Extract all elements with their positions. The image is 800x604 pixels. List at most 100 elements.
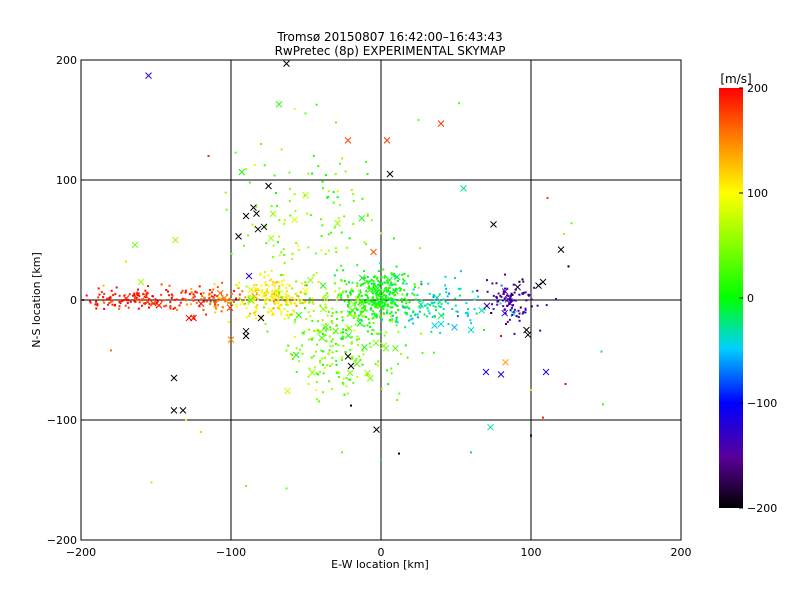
- data-point: [500, 295, 503, 298]
- y-axis-label: N-S location [km]: [30, 252, 43, 348]
- data-point: [301, 331, 304, 334]
- data-point: [404, 305, 407, 308]
- cross-stroke: [523, 326, 530, 334]
- cross-marker: [318, 334, 326, 342]
- data-point: [264, 225, 266, 228]
- data-point: [380, 281, 383, 284]
- data-point: [150, 481, 153, 484]
- cross-stroke: [417, 301, 425, 308]
- data-point: [445, 287, 448, 290]
- cross-stroke: [150, 299, 157, 307]
- data-point: [252, 295, 255, 298]
- data-point: [394, 320, 397, 323]
- data-point: [314, 366, 316, 369]
- data-point: [362, 283, 365, 285]
- data-point: [545, 304, 548, 307]
- data-point: [248, 298, 251, 301]
- data-point: [253, 284, 255, 287]
- data-point: [135, 296, 138, 299]
- data-point: [386, 304, 389, 307]
- data-point: [470, 451, 472, 454]
- data-point: [257, 289, 260, 292]
- data-point: [343, 300, 346, 303]
- data-point: [309, 214, 312, 217]
- data-point: [438, 305, 441, 308]
- data-point: [511, 294, 514, 296]
- data-point: [376, 303, 379, 306]
- data-point: [377, 293, 380, 296]
- data-point: [126, 302, 129, 305]
- data-point: [361, 315, 364, 318]
- data-point: [180, 291, 183, 294]
- data-point: [133, 292, 136, 295]
- cross-stroke: [142, 292, 150, 300]
- y-tick-label: 0: [70, 294, 77, 307]
- data-point: [254, 226, 257, 229]
- data-point: [379, 316, 382, 318]
- data-point: [326, 292, 328, 295]
- cross-stroke: [383, 137, 391, 144]
- cross-marker: [220, 294, 228, 302]
- data-point: [114, 303, 117, 306]
- cross-marker: [374, 285, 382, 292]
- data-point: [136, 294, 139, 296]
- data-point: [338, 287, 341, 290]
- data-point: [275, 281, 278, 283]
- data-point: [457, 287, 460, 290]
- data-point: [276, 204, 278, 207]
- data-point: [325, 288, 328, 291]
- cross-marker: [358, 274, 366, 282]
- data-point: [465, 312, 468, 314]
- data-point: [165, 289, 168, 291]
- data-point: [522, 280, 525, 283]
- data-point: [336, 269, 338, 272]
- data-point: [160, 283, 163, 286]
- cross-stroke: [317, 328, 324, 336]
- data-point: [419, 306, 422, 309]
- cross-marker: [307, 276, 314, 284]
- cross-stroke: [364, 369, 371, 377]
- data-point: [289, 187, 292, 190]
- data-point: [406, 294, 408, 297]
- data-point: [384, 287, 387, 290]
- data-point: [378, 298, 381, 301]
- data-point: [227, 321, 230, 323]
- data-point: [446, 295, 449, 298]
- data-point: [242, 244, 245, 247]
- cross-stroke: [145, 72, 152, 79]
- data-point: [477, 295, 480, 298]
- data-point: [236, 286, 239, 289]
- data-point: [321, 363, 324, 366]
- data-point: [155, 302, 158, 305]
- data-point: [364, 301, 366, 304]
- data-point: [400, 301, 403, 303]
- data-point: [296, 294, 299, 297]
- data-point: [432, 351, 435, 354]
- data-point: [272, 244, 275, 247]
- data-point: [349, 378, 352, 381]
- data-point: [247, 234, 250, 237]
- data-point: [350, 189, 353, 192]
- data-point: [387, 383, 390, 386]
- data-point: [373, 312, 376, 315]
- data-point: [454, 277, 456, 279]
- data-point: [342, 290, 345, 293]
- data-point: [326, 364, 329, 367]
- data-point: [387, 296, 390, 299]
- data-point: [456, 315, 459, 318]
- data-point: [442, 308, 445, 310]
- cross-stroke: [226, 304, 234, 311]
- data-point: [394, 276, 397, 279]
- data-point: [119, 301, 122, 304]
- data-point: [247, 303, 250, 306]
- data-point: [94, 303, 97, 306]
- data-point: [402, 282, 405, 285]
- data-point: [495, 282, 498, 285]
- data-point: [405, 305, 408, 308]
- data-point: [282, 274, 285, 277]
- data-point: [148, 298, 151, 301]
- data-point: [260, 143, 262, 145]
- data-point: [400, 352, 402, 355]
- data-point: [128, 293, 131, 296]
- chart-title: Tromsø 20150807 16:42:00–16:43:43: [276, 30, 502, 44]
